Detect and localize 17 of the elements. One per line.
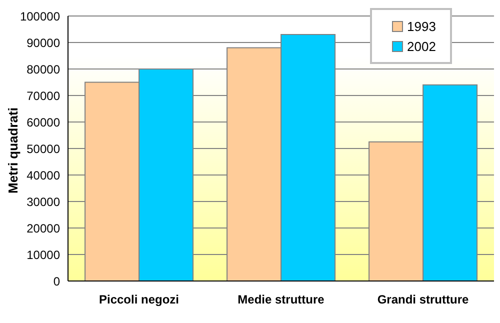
- x-tick-label: Grandi strutture: [377, 292, 469, 307]
- y-tick-label: 40000: [26, 168, 60, 182]
- y-axis-title: Metri quadrati: [6, 108, 21, 194]
- y-tick-label: 100000: [20, 9, 60, 24]
- y-tick-label: 60000: [26, 115, 60, 130]
- y-tick-label: 50000: [26, 142, 60, 156]
- legend-label: 2002: [407, 38, 436, 54]
- y-tick-label: 70000: [26, 88, 60, 103]
- y-tick-label: 10000: [26, 248, 60, 262]
- y-tick-label: 90000: [26, 36, 60, 50]
- x-tick-label: Medie strutture: [238, 292, 325, 307]
- y-tick-label: 30000: [26, 194, 60, 209]
- x-tick-label: Piccoli negozi: [98, 292, 180, 307]
- legend-label: 1993: [407, 18, 436, 34]
- y-tick-label: 0: [53, 274, 60, 288]
- y-tick-label: 20000: [26, 221, 60, 236]
- y-tick-label: 80000: [26, 62, 60, 76]
